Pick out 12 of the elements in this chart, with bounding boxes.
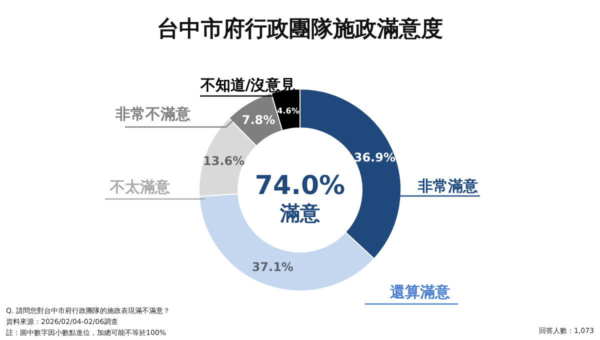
data-label: 36.9% — [354, 150, 396, 164]
text: 滿意 — [279, 201, 321, 225]
text: 74.0% — [254, 171, 346, 201]
chart-title: 台中市府行政團隊施政滿意度 — [157, 16, 443, 42]
slice-label: 還算滿意 — [389, 283, 451, 301]
data-label: 13.6% — [203, 154, 245, 168]
slice-label: 非常滿意 — [417, 177, 479, 195]
data-label: 37.1% — [252, 260, 294, 274]
data-label: 7.8% — [242, 112, 276, 127]
slice-label: 不太滿意 — [109, 178, 171, 196]
slice-label: 非常不滿意 — [114, 105, 192, 123]
data-label: 4.6% — [277, 106, 300, 116]
